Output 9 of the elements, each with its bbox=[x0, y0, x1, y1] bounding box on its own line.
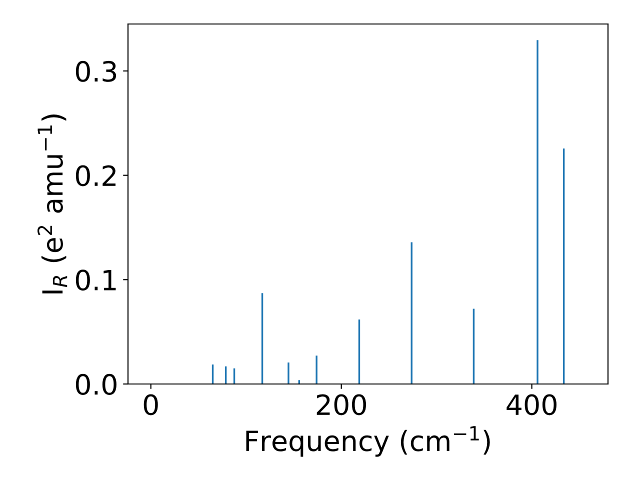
y-tick-label: 0.0 bbox=[76, 374, 116, 395]
y-axis-title: I$_{R}$ (e$^{2}$ amu$^{−1}$) bbox=[37, 114, 68, 294]
y-tick-label: 0.2 bbox=[76, 165, 116, 186]
x-tick-label: 200 bbox=[316, 394, 366, 416]
x-tick-label: 400 bbox=[506, 394, 556, 416]
y-tick-label: 0.3 bbox=[76, 60, 116, 82]
x-axis-title: Frequency (cm$^{−1}$) bbox=[246, 426, 490, 457]
x-tick-label: 0 bbox=[144, 394, 158, 416]
y-tick-label: 0.1 bbox=[76, 270, 116, 291]
